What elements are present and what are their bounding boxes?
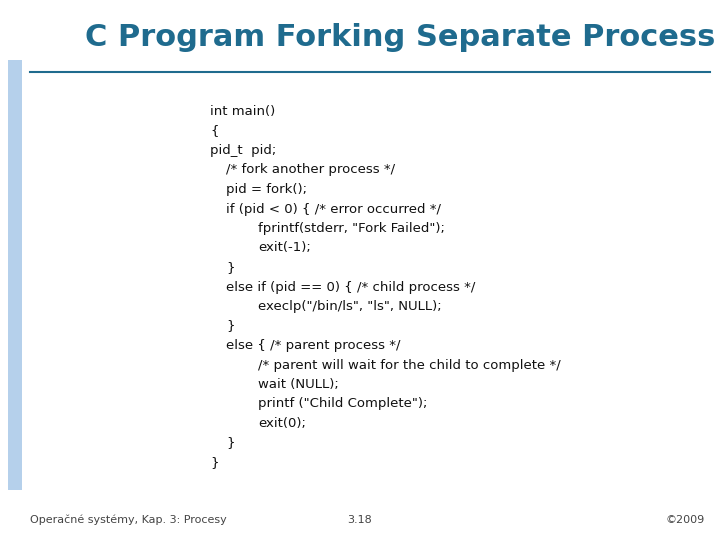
Text: else if (pid == 0) { /* child process */: else if (pid == 0) { /* child process */ (226, 280, 475, 294)
Text: /* parent will wait for the child to complete */: /* parent will wait for the child to com… (258, 359, 561, 372)
Text: /* fork another process */: /* fork another process */ (226, 164, 395, 177)
Text: pid = fork();: pid = fork(); (226, 183, 307, 196)
Text: int main(): int main() (210, 105, 275, 118)
Bar (8, 60, 22, 490)
Text: else { /* parent process */: else { /* parent process */ (226, 339, 400, 352)
Text: pid_t  pid;: pid_t pid; (210, 144, 276, 157)
Text: }: } (226, 320, 235, 333)
Text: fprintf(stderr, "Fork Failed");: fprintf(stderr, "Fork Failed"); (258, 222, 445, 235)
Text: exit(0);: exit(0); (258, 417, 306, 430)
Text: execlp("/bin/ls", "ls", NULL);: execlp("/bin/ls", "ls", NULL); (258, 300, 441, 313)
Text: if (pid < 0) { /* error occurred */: if (pid < 0) { /* error occurred */ (226, 202, 441, 215)
Text: ©2009: ©2009 (666, 515, 705, 525)
Text: {: { (210, 125, 218, 138)
Text: exit(-1);: exit(-1); (258, 241, 311, 254)
Text: }: } (226, 436, 235, 449)
Text: C Program Forking Separate Process: C Program Forking Separate Process (85, 24, 715, 52)
Text: 3.18: 3.18 (348, 515, 372, 525)
Text: wait (NULL);: wait (NULL); (258, 378, 338, 391)
Text: }: } (210, 456, 218, 469)
Text: printf ("Child Complete");: printf ("Child Complete"); (258, 397, 428, 410)
Text: }: } (226, 261, 235, 274)
Text: Operačné systémy, Kap. 3: Procesy: Operačné systémy, Kap. 3: Procesy (30, 515, 227, 525)
